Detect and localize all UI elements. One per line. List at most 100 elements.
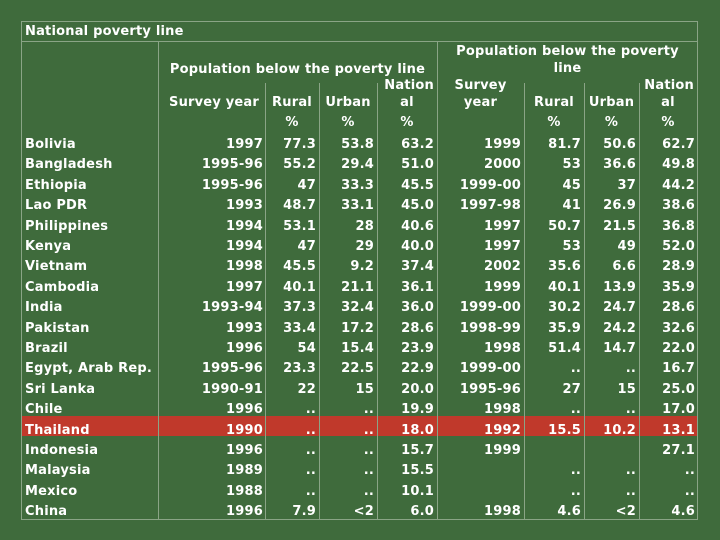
- grid-line: [21, 519, 698, 520]
- value-cell: ..: [305, 483, 316, 499]
- value-cell: 4.6: [671, 504, 695, 520]
- country-cell: Bolivia: [25, 137, 76, 152]
- value-cell: 1990: [226, 422, 263, 438]
- value-cell: 52.0: [662, 239, 695, 254]
- group1-national-unit: %: [400, 115, 414, 130]
- country-cell: Lao PDR: [25, 198, 88, 214]
- value-cell: 45.5: [283, 259, 316, 275]
- value-cell: 33.1: [341, 198, 374, 214]
- value-cell: 1995-96: [201, 157, 263, 173]
- value-cell: ..: [570, 402, 581, 418]
- value-cell: 77.3: [283, 137, 316, 152]
- country-cell: Indonesia: [25, 443, 99, 458]
- group1-rural-unit: %: [285, 115, 299, 130]
- value-cell: ..: [363, 443, 374, 458]
- value-cell: 44.2: [662, 177, 695, 193]
- value-cell: 29: [355, 239, 374, 254]
- value-cell: 1997: [484, 218, 521, 234]
- country-cell: Mexico: [25, 483, 78, 499]
- value-cell: ..: [363, 483, 374, 499]
- value-cell: 1993: [226, 198, 263, 214]
- grid-line: [21, 41, 698, 42]
- value-cell: 32.6: [662, 320, 695, 336]
- value-cell: 36.6: [603, 157, 636, 173]
- value-cell: 1992: [484, 422, 521, 438]
- value-cell: 1994: [226, 239, 263, 254]
- grid-line: [437, 41, 438, 520]
- value-cell: 1995-96: [201, 177, 263, 193]
- group2-national-header-top: Nation: [644, 78, 694, 93]
- value-cell: 45.0: [401, 198, 434, 214]
- value-cell: ..: [363, 402, 374, 418]
- value-cell: 15.5: [548, 422, 581, 438]
- value-cell: 1996: [226, 402, 263, 418]
- value-cell: 6.6: [612, 259, 636, 275]
- value-cell: 1997: [226, 137, 263, 152]
- value-cell: 49: [617, 239, 636, 254]
- value-cell: 1998-99: [459, 320, 521, 336]
- country-cell: Bangladesh: [25, 157, 113, 173]
- value-cell: ..: [625, 463, 636, 479]
- value-cell: 53.1: [283, 218, 316, 234]
- value-cell: 1989: [226, 463, 263, 479]
- value-cell: 6.0: [410, 504, 434, 520]
- value-cell: 1997: [226, 279, 263, 295]
- value-cell: 1990-91: [201, 381, 263, 397]
- value-cell: 45: [562, 177, 581, 193]
- grid-line: [639, 83, 640, 520]
- value-cell: 47: [297, 239, 316, 254]
- value-cell: 25.0: [662, 381, 695, 397]
- value-cell: 2002: [484, 259, 521, 275]
- value-cell: 50.6: [603, 137, 636, 152]
- country-cell: Cambodia: [25, 279, 100, 295]
- value-cell: 7.9: [292, 504, 316, 520]
- value-cell: 33.4: [283, 320, 316, 336]
- value-cell: 22.5: [341, 361, 374, 377]
- group1-urban-unit: %: [341, 115, 355, 130]
- value-cell: 29.4: [341, 157, 374, 173]
- value-cell: 1993: [226, 320, 263, 336]
- group1-rural-header: Rural: [272, 95, 312, 110]
- value-cell: 1996: [226, 443, 263, 458]
- value-cell: 36.8: [662, 218, 695, 234]
- value-cell: 51.0: [401, 157, 434, 173]
- country-cell: Sri Lanka: [25, 381, 96, 397]
- value-cell: 28.6: [662, 300, 695, 316]
- value-cell: 23.9: [401, 341, 434, 356]
- grid-line: [697, 21, 698, 520]
- value-cell: 1988: [226, 483, 263, 499]
- value-cell: 1999-00: [459, 177, 521, 193]
- value-cell: 2000: [484, 157, 521, 173]
- value-cell: 55.2: [283, 157, 316, 173]
- value-cell: 40.1: [283, 279, 316, 295]
- value-cell: 21.1: [341, 279, 374, 295]
- country-cell: Ethiopia: [25, 177, 87, 193]
- grid-line: [158, 41, 159, 520]
- value-cell: <2: [615, 504, 636, 520]
- group2-rural-header: Rural: [534, 95, 574, 110]
- value-cell: 47: [297, 177, 316, 193]
- group2-title-line1: Population below the poverty: [456, 44, 679, 59]
- value-cell: 18.0: [401, 422, 434, 438]
- value-cell: 1998: [484, 341, 521, 356]
- grid-line: [377, 83, 378, 520]
- value-cell: ..: [363, 422, 374, 438]
- value-cell: 22: [297, 381, 316, 397]
- value-cell: 27: [562, 381, 581, 397]
- value-cell: ..: [305, 402, 316, 418]
- value-cell: 1994: [226, 218, 263, 234]
- value-cell: 28.9: [662, 259, 695, 275]
- value-cell: 15: [355, 381, 374, 397]
- value-cell: 81.7: [548, 137, 581, 152]
- value-cell: 54: [297, 341, 316, 356]
- value-cell: 16.7: [662, 361, 695, 377]
- value-cell: 32.4: [341, 300, 374, 316]
- grid-line: [21, 21, 22, 520]
- value-cell: 22.0: [662, 341, 695, 356]
- grid-line: [265, 83, 266, 520]
- value-cell: 1995-96: [459, 381, 521, 397]
- value-cell: 1996: [226, 504, 263, 520]
- value-cell: 14.7: [603, 341, 636, 356]
- value-cell: 27.1: [662, 443, 695, 458]
- value-cell: 33.3: [341, 177, 374, 193]
